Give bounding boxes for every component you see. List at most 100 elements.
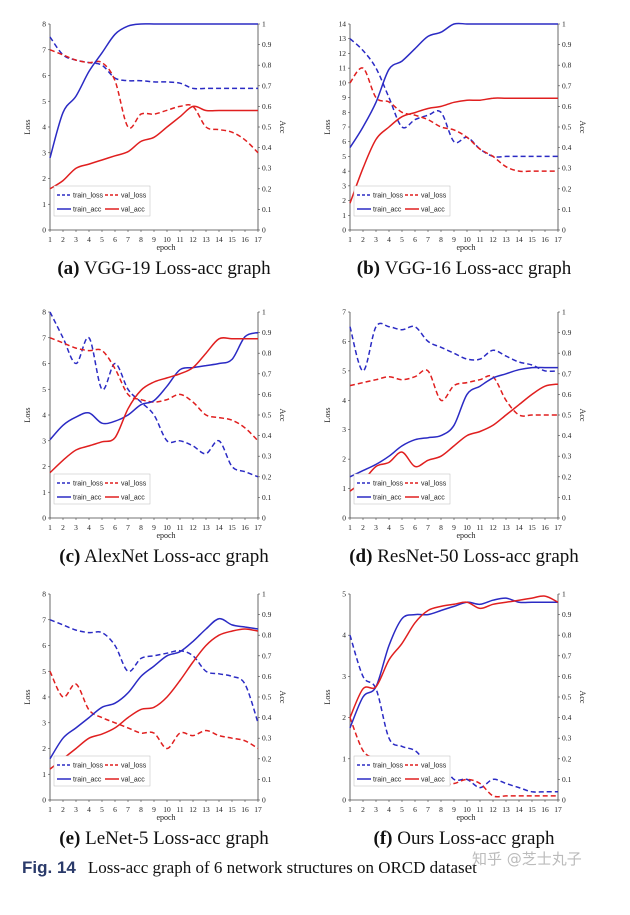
chart-panel-a: 1 2 3 4 5 6 7 8 9 10 11 12 13 14 15 16 17 0 1 2 3 4 5 6 7 8 0 0.1 0.… [14, 6, 314, 302]
y-left-tick-label: 3 [342, 672, 346, 681]
y-left-tick-label: 11 [339, 64, 346, 73]
x-tick-label: 6 [113, 805, 117, 814]
x-tick-label: 1 [348, 235, 352, 244]
x-tick-label: 3 [374, 235, 378, 244]
y-left-tick-label: 2 [342, 455, 346, 464]
x-tick-label: 14 [515, 235, 523, 244]
x-tick-label: 1 [48, 805, 52, 814]
caption-text: Ours Loss-acc graph [397, 828, 555, 849]
y-left-tick-label: 5 [42, 97, 46, 106]
x-axis-label: epoch [456, 813, 475, 822]
x-tick-label: 10 [163, 235, 171, 244]
y-right-tick-label: 0.9 [562, 610, 572, 619]
y-right-tick-label: 0.5 [262, 693, 272, 702]
y-left-tick-label: 5 [342, 366, 346, 375]
legend-label-train-loss: train_loss [73, 193, 103, 200]
x-tick-label: 11 [176, 523, 183, 532]
caption-b: (b) VGG-16 Loss-acc graph [314, 258, 614, 280]
y-left-tick-label: 2 [42, 744, 46, 753]
x-tick-label: 15 [528, 235, 536, 244]
caption-d: (d) ResNet-50 Loss-acc graph [314, 546, 614, 568]
x-tick-label: 9 [152, 805, 156, 814]
y-left-tick-label: 6 [42, 71, 46, 80]
x-tick-label: 16 [541, 805, 549, 814]
legend-box [353, 185, 451, 217]
caption-text: LeNet-5 Loss-acc graph [85, 828, 269, 849]
y-left-tick-label: 1 [342, 754, 346, 763]
y-right-tick-label: 0.3 [262, 734, 272, 743]
caption-label: (b) [356, 258, 381, 279]
y-right-tick-label: 0.8 [262, 349, 272, 358]
legend-label-train-acc: train_acc [373, 207, 402, 214]
x-tick-label: 12 [189, 523, 197, 532]
x-tick-label: 4 [87, 805, 91, 814]
y-right-tick-label: 0.8 [262, 631, 272, 640]
y-right-tick-label: 0.6 [262, 390, 272, 399]
x-tick-label: 2 [61, 805, 65, 814]
y-left-tick-label: 6 [42, 359, 46, 368]
x-axis-label: epoch [156, 243, 175, 252]
chart-c: 1 2 3 4 5 6 7 8 9 10 11 12 13 14 15 16 1701234567800.10.… [23, 308, 287, 541]
x-tick-label: 2 [361, 523, 365, 532]
caption-label: (d) [349, 546, 373, 567]
y-right-tick-label: 1 [262, 20, 266, 29]
legend-box [353, 473, 451, 505]
x-tick-label: 6 [113, 523, 117, 532]
series-line-train-acc [49, 23, 258, 159]
x-tick-label: 2 [61, 523, 65, 532]
y-axis-label-left: Loss [323, 407, 332, 422]
x-tick-label: 10 [463, 523, 471, 532]
x-tick-label: 5 [400, 235, 404, 244]
chart-d: 1 2 3 4 5 6 7 8 9 10 11 12 13 14 15 16 170123456700.10.2… [323, 308, 587, 541]
x-tick-label: 8 [439, 805, 443, 814]
y-axis-label-right: Acc [578, 121, 587, 134]
x-tick-label: 3 [74, 235, 78, 244]
y-right-tick-label: 0.1 [262, 205, 272, 214]
x-tick-label: 3 [374, 805, 378, 814]
x-tick-label: 11 [476, 805, 483, 814]
y-right-tick-label: 0.6 [562, 390, 572, 399]
caption-text: VGG-16 Loss-acc graph [384, 258, 572, 279]
y-left-tick-label: 4 [42, 693, 46, 702]
legend-label-train-loss: train_loss [373, 763, 403, 770]
y-left-tick-label: 2 [342, 196, 346, 205]
x-axis-label: epoch [156, 531, 175, 540]
x-tick-label: 5 [100, 805, 104, 814]
x-tick-label: 15 [228, 523, 236, 532]
x-tick-label: 6 [413, 523, 417, 532]
legend-label-train-loss: train_loss [73, 763, 103, 770]
x-tick-label: 1 [348, 523, 352, 532]
y-left-tick-label: 13 [339, 34, 347, 43]
y-left-tick-label: 0 [42, 514, 46, 523]
legend-label-train-acc: train_acc [73, 777, 102, 784]
legend-label-val-acc: val_acc [121, 207, 145, 214]
x-tick-label: 3 [74, 805, 78, 814]
x-tick-label: 12 [189, 235, 197, 244]
x-tick-label: 13 [502, 235, 510, 244]
x-tick-label: 15 [528, 523, 536, 532]
x-tick-label: 10 [463, 235, 471, 244]
x-tick-label: 17 [254, 235, 262, 244]
series-line-val-loss [49, 337, 259, 442]
x-tick-label: 15 [528, 805, 536, 814]
y-right-tick-label: 0.3 [562, 452, 572, 461]
x-tick-label: 17 [254, 805, 262, 814]
y-left-tick-label: 10 [339, 78, 347, 87]
x-tick-label: 4 [387, 235, 391, 244]
y-left-tick-label: 8 [42, 20, 46, 29]
x-tick-label: 4 [87, 235, 91, 244]
y-left-tick-label: 7 [342, 308, 346, 317]
caption-text: VGG-19 Loss-acc graph [83, 258, 271, 279]
y-right-tick-label: 1 [562, 590, 566, 599]
x-tick-label: 11 [176, 235, 183, 244]
y-left-tick-label: 4 [342, 396, 346, 405]
x-tick-label: 14 [215, 235, 223, 244]
y-right-tick-label: 0.9 [562, 40, 572, 49]
x-tick-label: 4 [387, 805, 391, 814]
series-line-val-acc [349, 97, 558, 204]
caption-c: (c) AlexNet Loss-acc graph [14, 546, 314, 568]
y-right-tick-label: 0.9 [262, 40, 272, 49]
series-line-val-loss [349, 369, 558, 417]
x-tick-label: 8 [139, 235, 143, 244]
chart-panel-e: 1 2 3 4 5 6 7 8 9 10 11 12 13 14 15 16 17 0 1 2 3 4 5 6 7 8 0 0.1 0.… [14, 576, 314, 872]
